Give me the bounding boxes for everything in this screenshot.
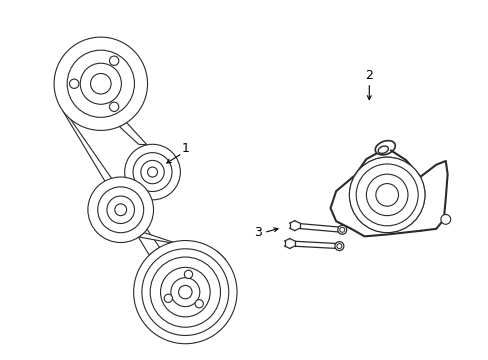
Circle shape — [142, 249, 228, 336]
Ellipse shape — [377, 146, 387, 153]
Circle shape — [90, 73, 111, 94]
Circle shape — [178, 285, 192, 299]
Circle shape — [107, 196, 134, 224]
Circle shape — [80, 63, 121, 104]
Circle shape — [349, 157, 424, 233]
Circle shape — [375, 184, 398, 206]
Circle shape — [133, 153, 172, 192]
Circle shape — [54, 37, 147, 130]
Text: 3: 3 — [253, 226, 262, 239]
Circle shape — [98, 187, 143, 233]
Ellipse shape — [374, 141, 394, 155]
Circle shape — [141, 161, 164, 184]
Circle shape — [195, 300, 203, 308]
Text: 1: 1 — [181, 142, 189, 155]
Circle shape — [355, 164, 417, 226]
Circle shape — [349, 157, 424, 233]
Circle shape — [115, 204, 126, 216]
Circle shape — [336, 244, 341, 249]
Circle shape — [109, 56, 119, 66]
Circle shape — [366, 174, 407, 216]
Text: 2: 2 — [365, 69, 372, 82]
Circle shape — [337, 225, 346, 234]
Circle shape — [133, 240, 237, 344]
Circle shape — [150, 257, 220, 327]
Circle shape — [147, 167, 157, 177]
Circle shape — [160, 267, 210, 317]
Circle shape — [109, 102, 119, 112]
Circle shape — [339, 227, 344, 232]
Circle shape — [69, 79, 79, 89]
Circle shape — [164, 294, 172, 302]
Circle shape — [440, 215, 450, 224]
Circle shape — [375, 184, 398, 206]
Circle shape — [170, 278, 200, 307]
Circle shape — [366, 174, 407, 216]
Polygon shape — [126, 180, 151, 197]
Circle shape — [124, 144, 180, 200]
Circle shape — [184, 270, 192, 279]
Circle shape — [67, 50, 134, 117]
Polygon shape — [62, 110, 159, 255]
Polygon shape — [119, 122, 147, 145]
Circle shape — [88, 177, 153, 243]
Circle shape — [355, 164, 417, 226]
Circle shape — [334, 242, 343, 251]
Polygon shape — [139, 233, 225, 260]
